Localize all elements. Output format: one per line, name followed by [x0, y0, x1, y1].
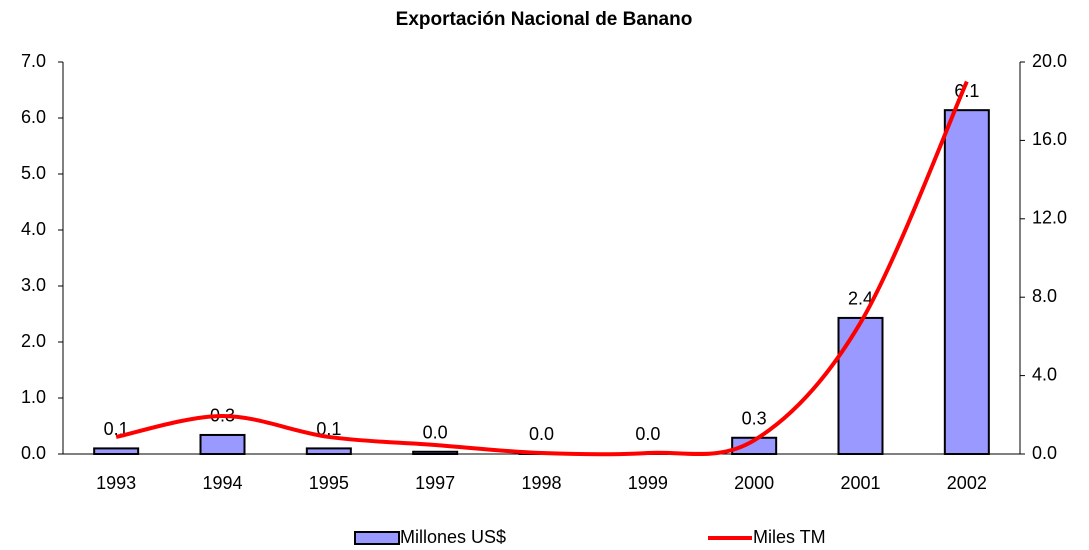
- y-tick-label: 7.0: [21, 51, 46, 71]
- x-tick-label: 1994: [202, 473, 242, 493]
- y2-tick-label: 16.0: [1032, 129, 1067, 149]
- x-tick-label: 2002: [947, 473, 987, 493]
- x-tick-label: 1993: [96, 473, 136, 493]
- y-tick-label: 5.0: [21, 163, 46, 183]
- bar: [199, 433, 246, 455]
- x-tick-label: 2000: [734, 473, 774, 493]
- bar: [837, 316, 884, 456]
- y-tick-label: 0.0: [21, 443, 46, 463]
- y2-tick-label: 4.0: [1032, 364, 1057, 384]
- y-tick-label: 2.0: [21, 331, 46, 351]
- x-tick-label: 1995: [309, 473, 349, 493]
- bar: [305, 447, 352, 455]
- bar: [412, 450, 459, 456]
- bar: [93, 447, 140, 455]
- y-tick-label: 1.0: [21, 387, 46, 407]
- data-label: 0.0: [423, 423, 448, 443]
- data-label: 2.4: [848, 289, 873, 309]
- bar: [943, 109, 990, 455]
- x-tick-label: 1998: [521, 473, 561, 493]
- x-tick-label: 1999: [628, 473, 668, 493]
- data-label: 0.0: [635, 424, 660, 444]
- y-tick-label: 6.0: [21, 107, 46, 127]
- legend-label: Miles TM: [753, 527, 826, 547]
- legend-label: Millones US$: [400, 527, 506, 547]
- y2-tick-label: 8.0: [1032, 286, 1057, 306]
- x-tick-label: 1997: [415, 473, 455, 493]
- line: [115, 80, 969, 457]
- x-tick-label: 2001: [840, 473, 880, 493]
- y-tick-label: 3.0: [21, 275, 46, 295]
- chart-title: Exportación Nacional de Banano: [396, 9, 693, 30]
- y2-tick-label: 0.0: [1032, 443, 1057, 463]
- data-label: 0.3: [742, 409, 767, 429]
- bar: [731, 436, 778, 456]
- data-label: 0.0: [529, 424, 554, 444]
- y2-tick-label: 12.0: [1032, 208, 1067, 228]
- legend-swatch: [354, 531, 400, 545]
- y2-tick-label: 20.0: [1032, 51, 1067, 71]
- y-tick-label: 4.0: [21, 219, 46, 239]
